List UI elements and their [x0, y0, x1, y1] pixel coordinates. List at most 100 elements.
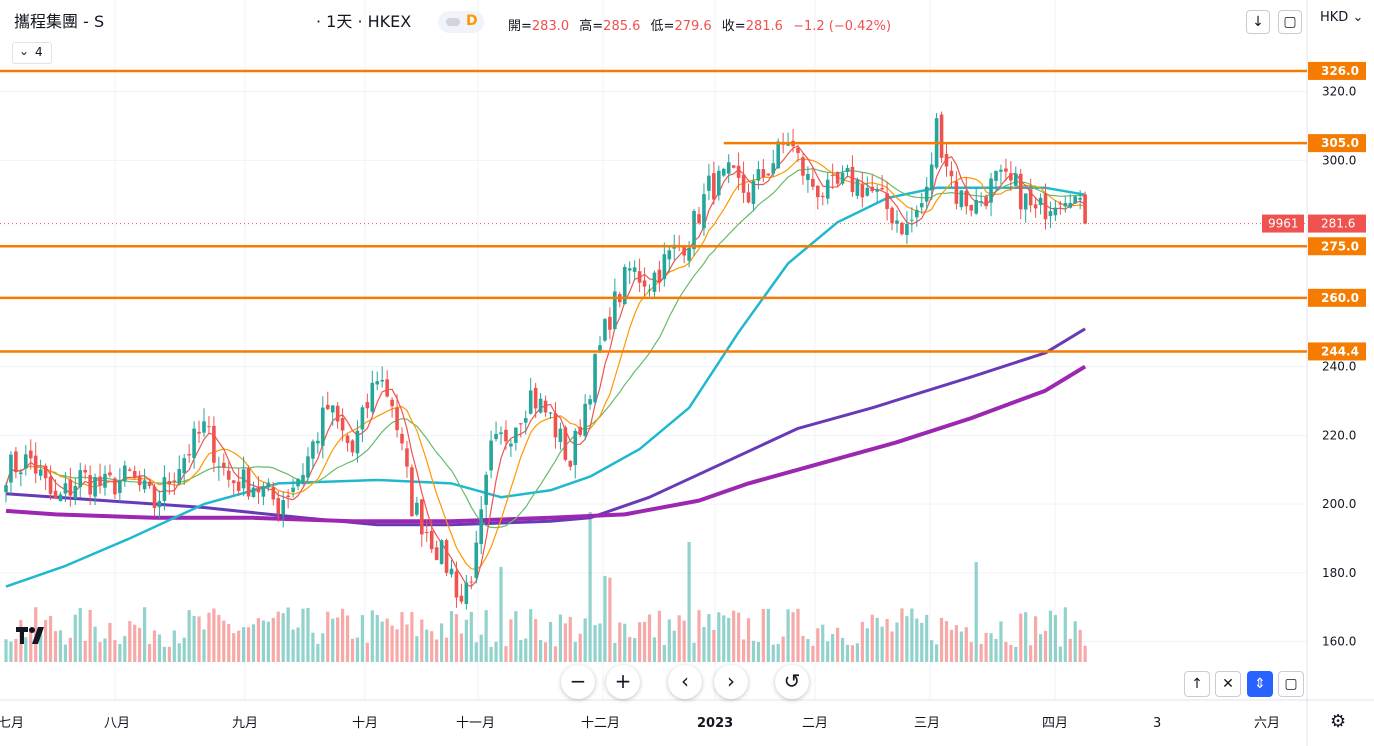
- candle: [78, 470, 83, 488]
- volume-bar: [4, 639, 8, 662]
- candle: [400, 433, 404, 444]
- volume-bar: [405, 624, 409, 662]
- price-tick-label: 200.0: [1322, 497, 1356, 511]
- download-arrow-icon[interactable]: ↓: [1246, 10, 1270, 34]
- volume-bar: [286, 607, 290, 662]
- price-tick-label: 240.0: [1322, 360, 1356, 374]
- candle: [375, 381, 380, 385]
- time-tick-label: 九月: [232, 716, 258, 731]
- volume-bar: [890, 631, 894, 662]
- volume-bar: [326, 611, 330, 662]
- candle: [736, 165, 741, 178]
- candle: [820, 195, 825, 198]
- candle: [915, 209, 919, 218]
- currency-selector[interactable]: HKD ⌄: [1320, 10, 1364, 25]
- candle: [999, 169, 1003, 172]
- auto-scale-icon[interactable]: ⇕: [1247, 671, 1273, 697]
- scroll-right-button[interactable]: ›: [714, 665, 748, 699]
- candle: [19, 472, 23, 475]
- volume-bar: [796, 608, 800, 662]
- candle: [697, 214, 701, 224]
- interval-exchange[interactable]: · 1天 · HKEX: [316, 12, 412, 31]
- candle: [162, 477, 167, 501]
- price-tick-label: 300.0: [1322, 153, 1356, 167]
- candle: [682, 245, 686, 256]
- scroll-left-button[interactable]: ‹: [668, 665, 702, 699]
- candle: [593, 353, 597, 403]
- volume-bar: [865, 628, 869, 662]
- gear-icon[interactable]: ⚙: [1330, 711, 1347, 732]
- candle: [1083, 194, 1087, 224]
- candle: [1033, 204, 1038, 209]
- candle: [588, 399, 592, 405]
- candle: [222, 462, 226, 468]
- candle: [642, 280, 647, 287]
- volume-bar: [999, 621, 1003, 662]
- volume-bar: [1053, 615, 1057, 662]
- volume-bar: [930, 640, 934, 662]
- volume-bar: [400, 612, 404, 662]
- volume-bar: [840, 637, 845, 662]
- candle: [766, 173, 771, 176]
- volume-bar: [1004, 641, 1008, 662]
- candle: [118, 480, 122, 494]
- candle: [474, 542, 479, 578]
- fullscreen-exit-icon[interactable]: ▢: [1278, 671, 1304, 697]
- candle: [969, 204, 974, 211]
- volume-bar: [484, 610, 488, 662]
- candle: [905, 224, 909, 236]
- ma-violet-line: [5, 327, 1086, 527]
- candle: [865, 187, 870, 196]
- volume-bar: [341, 608, 345, 662]
- open-value: 283.0: [531, 19, 570, 34]
- grid: [0, 0, 1307, 700]
- close-icon[interactable]: ✕: [1215, 671, 1241, 697]
- candle: [702, 194, 706, 229]
- symbol-title[interactable]: 攜程集團 - S: [14, 12, 105, 31]
- candle: [1014, 173, 1018, 186]
- volume-bar: [548, 621, 553, 662]
- candle: [335, 405, 340, 422]
- candles: [4, 111, 1087, 610]
- candle: [573, 430, 578, 466]
- candle: [598, 345, 602, 353]
- volume-bar: [845, 644, 850, 662]
- time-tick-label: 八月: [104, 716, 130, 731]
- candle: [771, 163, 776, 174]
- reset-chart-button[interactable]: ↺: [775, 665, 809, 699]
- indicator-legend-toggle[interactable]: ⌄ 4: [12, 42, 52, 64]
- currency-label: HKD: [1320, 10, 1349, 25]
- price-tick-label: 220.0: [1322, 428, 1356, 442]
- zoom-out-button[interactable]: −: [561, 665, 595, 699]
- candle: [1063, 202, 1068, 207]
- candle: [528, 390, 533, 414]
- volume-bar: [172, 630, 176, 662]
- candle: [444, 540, 449, 573]
- arrow-up-icon[interactable]: ↑: [1184, 671, 1210, 697]
- time-tick-label: 三月: [914, 716, 940, 731]
- candle: [687, 247, 691, 261]
- high-label: 高=: [579, 19, 604, 34]
- volume-bar: [88, 609, 92, 662]
- time-tick-label: 四月: [1042, 716, 1068, 731]
- candle: [142, 480, 147, 490]
- volume-bar: [281, 613, 285, 662]
- candle: [43, 465, 48, 479]
- volume-bar: [489, 646, 493, 662]
- volume-bar: [321, 633, 325, 662]
- volume-bar: [811, 645, 815, 662]
- candle: [632, 267, 637, 272]
- candle: [132, 470, 137, 478]
- fullscreen-icon[interactable]: ▢: [1278, 10, 1302, 34]
- volume-bar: [464, 619, 468, 662]
- candle: [108, 472, 112, 476]
- candle: [424, 532, 429, 534]
- zoom-in-button[interactable]: +: [606, 665, 640, 699]
- candle: [291, 487, 295, 493]
- volume-bar: [420, 619, 424, 662]
- low-label: 低=: [650, 19, 675, 34]
- volume-bar: [1043, 630, 1048, 662]
- volume-bar: [741, 639, 746, 662]
- volume-bar: [237, 630, 241, 662]
